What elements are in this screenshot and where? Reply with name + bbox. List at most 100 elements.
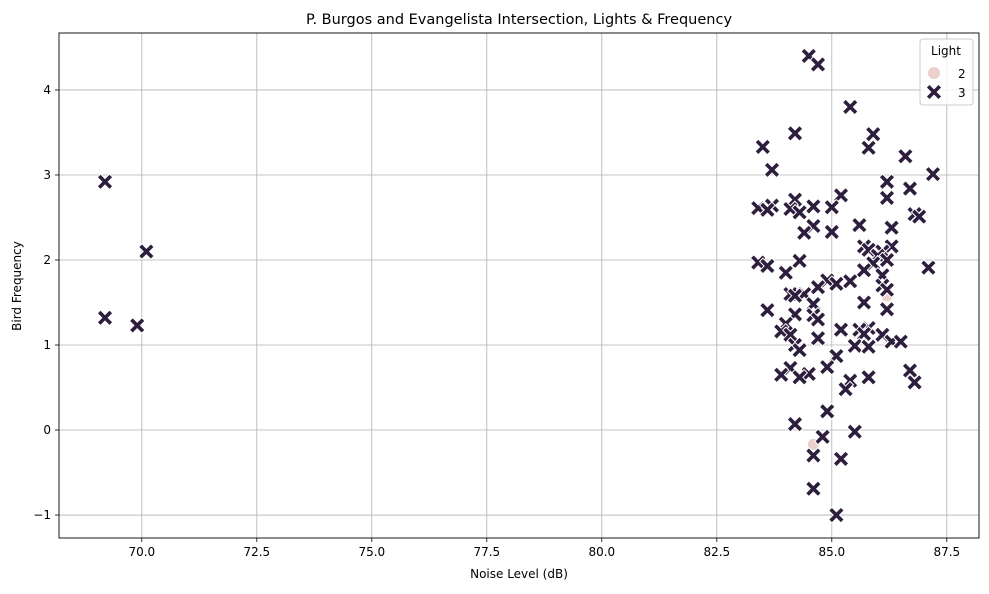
data-point-light-3 [809, 329, 827, 347]
data-point-light-3 [804, 295, 822, 313]
point-mark [879, 174, 895, 189]
data-point-light-3 [855, 261, 873, 279]
point-mark [792, 205, 807, 220]
data-point-light-3 [772, 366, 790, 384]
point-mark [921, 260, 936, 275]
data-point-light-3 [791, 368, 809, 386]
point-mark [774, 367, 789, 382]
point-mark [764, 162, 780, 177]
data-point-light-3 [901, 180, 919, 198]
point-mark [847, 424, 862, 439]
point-mark [760, 258, 775, 273]
point-mark [792, 343, 807, 358]
y-tick-label: 2 [43, 253, 51, 267]
point-mark [843, 274, 858, 289]
point-mark [792, 253, 807, 268]
x-axis-ticks: 70.0 72.5 75.0 77.5 80.0 82.5 85.0 87.5 [128, 538, 960, 559]
data-point-light-3 [850, 216, 868, 234]
point-mark [902, 181, 918, 196]
data-point-light-3 [883, 219, 901, 237]
x-tick-label: 72.5 [243, 545, 270, 559]
data-point-light-3 [758, 257, 776, 275]
point-mark [861, 370, 876, 385]
y-tick-label: 0 [43, 423, 51, 437]
point-mark [760, 202, 775, 217]
point-mark [815, 429, 830, 444]
point-mark [912, 209, 927, 224]
point-mark [856, 263, 872, 278]
point-mark [806, 199, 821, 214]
point-mark [806, 448, 821, 463]
x-tick-label: 85.0 [818, 545, 845, 559]
point-mark [866, 127, 881, 142]
x-tick-label: 70.0 [128, 545, 155, 559]
data-point-light-3 [754, 138, 772, 156]
point-mark [925, 167, 941, 182]
point-mark [879, 302, 895, 317]
data-point-light-3 [786, 124, 804, 142]
point-mark [806, 297, 821, 312]
data-points [96, 47, 942, 524]
data-point-light-3 [791, 252, 809, 270]
data-point-light-3 [878, 173, 896, 191]
data-point-light-3 [827, 506, 845, 524]
data-point-light-3 [804, 197, 822, 215]
point-mark [806, 481, 821, 496]
data-point-light-3 [804, 447, 822, 464]
data-point-light-3 [777, 264, 795, 282]
point-mark [856, 295, 872, 310]
point-mark [847, 338, 862, 353]
legend-box [919, 38, 974, 106]
x-tick-label: 80.0 [588, 545, 615, 559]
data-point-light-3 [860, 139, 878, 157]
data-point-light-3 [786, 415, 804, 433]
y-tick-label: 1 [43, 338, 51, 352]
point-mark [856, 326, 872, 342]
point-mark [829, 507, 844, 523]
point-mark [810, 331, 826, 346]
y-tick-label: −1 [33, 508, 51, 522]
point-mark [898, 149, 913, 164]
point-mark [907, 375, 922, 390]
x-tick-label: 77.5 [473, 545, 500, 559]
point-mark [879, 282, 895, 297]
x-axis-label: Noise Level (dB) [470, 567, 568, 581]
legend: Light 2 3 [919, 38, 974, 106]
legend-x-glyph [926, 84, 942, 100]
data-point-light-3 [791, 341, 809, 359]
data-point-light-3 [878, 300, 896, 318]
data-point-light-3 [128, 316, 146, 334]
point-mark [778, 265, 793, 280]
y-axis-label: Bird Frequency [10, 241, 24, 331]
data-point-light-3 [906, 373, 924, 391]
data-point-light-3 [878, 189, 896, 207]
y-tick-label: 3 [43, 168, 51, 182]
data-point-light-3 [818, 402, 836, 420]
point-mark [824, 224, 839, 239]
point-mark [810, 312, 826, 327]
data-point-light-3 [860, 368, 878, 386]
point-mark [884, 239, 899, 254]
data-point-light-3 [795, 224, 813, 242]
point-mark [824, 200, 839, 215]
data-point-light-3 [924, 165, 942, 183]
x-tick-label: 87.5 [933, 545, 960, 559]
data-point-light-3 [919, 259, 937, 277]
data-point-light-3 [786, 287, 804, 305]
point-mark [97, 310, 113, 325]
y-axis-ticks: −1 0 1 2 3 4 [33, 83, 59, 522]
data-point-light-3 [758, 201, 776, 219]
data-point-light-3 [878, 281, 896, 299]
point-mark [820, 360, 835, 375]
data-point-light-3 [860, 338, 878, 356]
data-point-light-3 [841, 98, 859, 116]
plot-frame [58, 32, 980, 539]
data-point-light-3 [896, 147, 914, 165]
data-point-light-3 [96, 173, 114, 191]
data-point-light-3 [873, 266, 891, 284]
data-point-light-3 [809, 278, 827, 296]
point-mark [852, 218, 867, 233]
data-point-light-3 [814, 428, 832, 446]
data-point-light-3 [841, 272, 859, 290]
point-mark [843, 99, 858, 115]
